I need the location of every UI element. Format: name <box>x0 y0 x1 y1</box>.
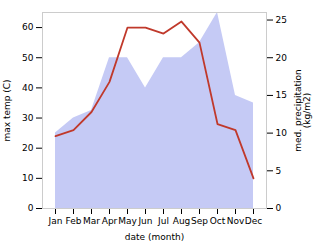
svg-text:date (month): date (month) <box>125 232 184 242</box>
svg-text:Mar: Mar <box>83 216 100 226</box>
svg-text:30: 30 <box>22 113 34 123</box>
svg-text:Feb: Feb <box>66 216 82 226</box>
svg-text:20: 20 <box>276 53 288 63</box>
svg-text:Jul: Jul <box>157 216 169 226</box>
svg-text:0: 0 <box>276 203 282 213</box>
svg-text:Oct: Oct <box>210 216 226 226</box>
svg-text:Dec: Dec <box>245 216 262 226</box>
svg-text:10: 10 <box>22 173 34 183</box>
svg-text:Aug: Aug <box>173 216 191 226</box>
svg-text:max temp (C): max temp (C) <box>2 79 12 141</box>
svg-text:5: 5 <box>276 166 282 176</box>
svg-text:Jun: Jun <box>137 216 152 226</box>
svg-text:Nov: Nov <box>227 216 245 226</box>
svg-text:Apr: Apr <box>102 216 118 226</box>
svg-text:Jan: Jan <box>48 216 63 226</box>
svg-text:May: May <box>118 216 137 226</box>
svg-text:Sep: Sep <box>191 216 208 226</box>
svg-text:25: 25 <box>276 15 287 25</box>
svg-text:15: 15 <box>276 90 287 100</box>
svg-text:med. precipitation(kg/m2): med. precipitation(kg/m2) <box>293 69 312 151</box>
svg-text:60: 60 <box>22 22 34 32</box>
svg-text:50: 50 <box>22 53 34 63</box>
svg-text:10: 10 <box>276 128 288 138</box>
svg-text:20: 20 <box>22 143 34 153</box>
svg-text:0: 0 <box>28 203 34 213</box>
svg-text:40: 40 <box>22 83 34 93</box>
